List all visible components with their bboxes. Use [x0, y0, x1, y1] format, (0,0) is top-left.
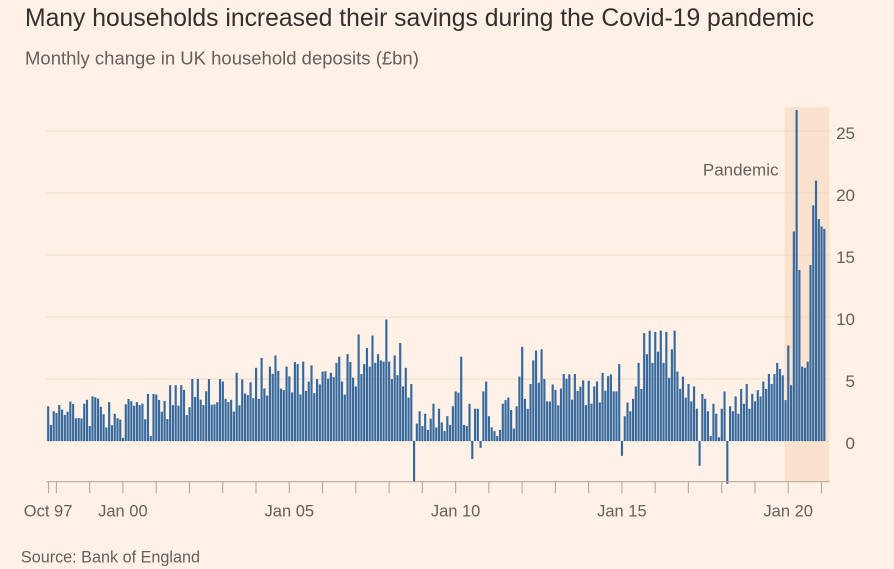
- svg-text:10: 10: [836, 310, 855, 329]
- svg-text:0: 0: [846, 434, 855, 453]
- svg-text:15: 15: [836, 248, 855, 267]
- svg-text:Oct 97: Oct 97: [24, 503, 73, 521]
- svg-text:Source: Bank of England: Source: Bank of England: [21, 548, 200, 566]
- svg-text:5: 5: [846, 372, 855, 391]
- svg-text:Many households increased thei: Many households increased their savings …: [25, 5, 814, 32]
- svg-text:25: 25: [836, 124, 855, 143]
- svg-text:Jan 00: Jan 00: [98, 503, 148, 521]
- svg-text:Jan 05: Jan 05: [265, 503, 315, 521]
- svg-text:Monthly change in UK household: Monthly change in UK household deposits …: [25, 47, 419, 68]
- svg-text:Pandemic: Pandemic: [703, 161, 779, 180]
- svg-text:Jan 15: Jan 15: [597, 503, 647, 521]
- svg-text:20: 20: [836, 186, 855, 205]
- svg-text:Jan 10: Jan 10: [431, 503, 481, 521]
- svg-text:Jan 20: Jan 20: [763, 503, 813, 521]
